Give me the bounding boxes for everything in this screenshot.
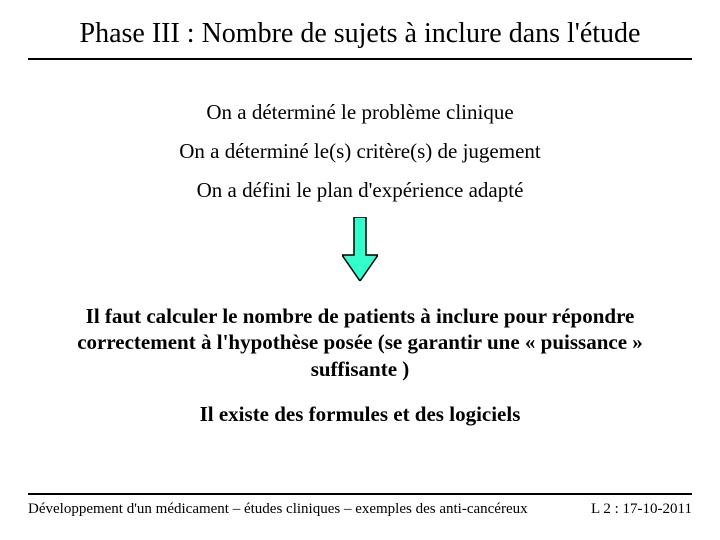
slide: Phase III : Nombre de sujets à inclure d… [0,0,720,540]
footer-row: Développement d'un médicament – études c… [28,501,692,518]
down-arrow-icon [342,217,378,281]
conclusion-line-2: Il existe des formules et des logiciels [28,402,692,427]
footer-left: Développement d'un médicament – études c… [28,501,528,518]
line-2: On a déterminé le(s) critère(s) de jugem… [28,139,692,164]
footer: Développement d'un médicament – études c… [28,493,692,518]
line-3: On a défini le plan d'expérience adapté [28,178,692,203]
conclusion-text: Il faut calculer le nombre de patients à… [28,303,692,382]
slide-title: Phase III : Nombre de sujets à inclure d… [28,18,692,58]
arrow-shape [342,217,378,281]
title-underline [28,58,692,60]
body-text-block: On a déterminé le problème clinique On a… [28,100,692,203]
footer-right: L 2 : 17-10-2011 [591,501,692,518]
line-1: On a déterminé le problème clinique [28,100,692,125]
footer-rule [28,493,692,495]
arrow-container [28,217,692,281]
